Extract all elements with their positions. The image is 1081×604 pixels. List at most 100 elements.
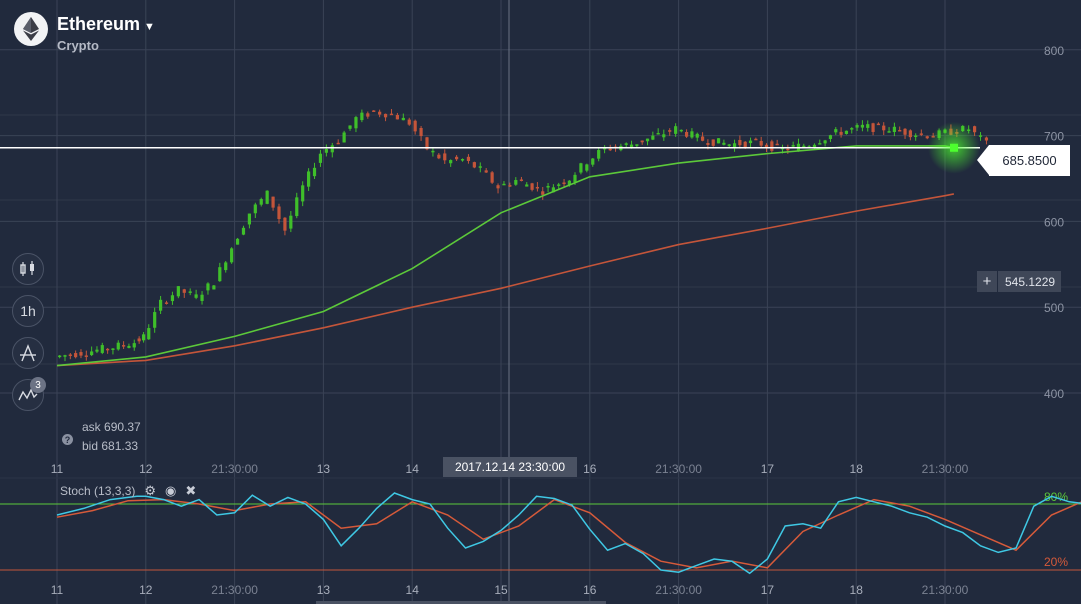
candle-body	[407, 119, 411, 125]
candle-body	[551, 187, 555, 193]
candle-body	[283, 217, 287, 231]
candle-body	[535, 186, 540, 189]
candle	[525, 182, 529, 187]
candle	[828, 134, 833, 143]
candle-body	[383, 113, 388, 118]
candle-body	[312, 167, 317, 177]
gear-icon[interactable]: ⚙	[144, 483, 157, 498]
candle	[908, 129, 912, 141]
x-tick-label: 12	[139, 583, 153, 597]
candle	[312, 162, 317, 180]
candle-body	[651, 135, 655, 140]
candle-body	[973, 126, 977, 133]
candle-body	[679, 129, 683, 132]
candle	[562, 178, 566, 188]
candle-body	[188, 291, 192, 293]
candle-body	[823, 140, 827, 144]
bid-quote: bid 681.33	[82, 439, 138, 453]
help-icon[interactable]: ?	[62, 434, 73, 445]
candle	[137, 336, 141, 344]
candle	[354, 115, 358, 133]
candle-body	[674, 126, 678, 134]
candle-body	[716, 138, 721, 144]
candle	[823, 139, 827, 147]
candle-body	[645, 138, 650, 142]
candle	[585, 163, 589, 173]
x-tick-label: 16	[583, 462, 597, 476]
candle-body	[253, 204, 257, 214]
candle-body	[68, 354, 72, 356]
candle-body	[519, 179, 524, 181]
candle-body	[90, 351, 94, 356]
x-tick-label: 21:30:00	[922, 462, 969, 476]
candle-body	[484, 170, 488, 173]
candle	[834, 127, 838, 135]
candle-body	[490, 172, 494, 183]
candle-body	[925, 136, 929, 139]
candle	[116, 340, 120, 351]
candle-body	[413, 120, 417, 132]
candle-body	[591, 158, 595, 165]
candle	[372, 110, 376, 112]
candle	[153, 307, 157, 333]
candle	[122, 341, 126, 349]
candle-body	[164, 302, 169, 304]
timeframe-button[interactable]: 1h	[12, 295, 44, 327]
candle	[378, 109, 382, 118]
candle-body	[876, 123, 880, 126]
candle	[431, 147, 435, 157]
candle-body	[597, 150, 601, 159]
candle	[656, 128, 660, 135]
candle	[90, 346, 94, 357]
candle-body	[844, 130, 849, 134]
candle-body	[727, 144, 731, 146]
candle	[170, 291, 175, 305]
candle-body	[431, 150, 435, 153]
current-price-marker	[950, 143, 958, 152]
candle-body	[159, 299, 163, 311]
candle-body	[722, 142, 726, 145]
candle-body	[748, 140, 753, 144]
asset-selector[interactable]: Ethereum ▼	[57, 14, 155, 35]
candle	[866, 120, 870, 132]
candle	[342, 130, 346, 143]
candle	[218, 262, 222, 282]
candle-body	[318, 153, 323, 163]
candle	[68, 353, 72, 360]
candle	[812, 143, 817, 150]
plus-icon[interactable]: +	[977, 271, 998, 292]
candle	[541, 186, 545, 200]
candle-body	[301, 185, 305, 202]
candle-body	[525, 184, 529, 187]
candle-body	[764, 144, 769, 148]
candle-body	[786, 148, 790, 151]
drawing-tools-icon	[20, 344, 36, 362]
candle	[759, 136, 763, 148]
candle	[147, 324, 151, 340]
candle-body	[218, 267, 222, 282]
candle-body	[437, 154, 441, 159]
ma-slow-line	[56, 193, 955, 367]
close-icon[interactable]: ✖	[185, 483, 197, 498]
eye-icon[interactable]: ◉	[165, 483, 177, 498]
candle-body	[247, 213, 251, 225]
candle	[401, 113, 405, 121]
candle	[265, 190, 269, 205]
candle	[466, 154, 471, 164]
candle-body	[170, 295, 175, 302]
candle	[301, 181, 305, 207]
candle-body	[775, 143, 779, 146]
x-tick-label: 11	[51, 583, 64, 597]
candle-body	[978, 135, 983, 137]
chart-type-button[interactable]	[12, 253, 44, 285]
candle	[212, 285, 216, 290]
stochastic-label: Stoch (13,3,3)	[60, 484, 136, 498]
indicators-icon	[18, 388, 38, 401]
candle-body	[514, 180, 518, 185]
x-tick-label: 18	[850, 462, 864, 476]
drawing-tools-button[interactable]	[12, 337, 44, 369]
timeframe-label: 1h	[20, 303, 36, 319]
candle	[754, 137, 758, 141]
candle	[206, 282, 210, 295]
